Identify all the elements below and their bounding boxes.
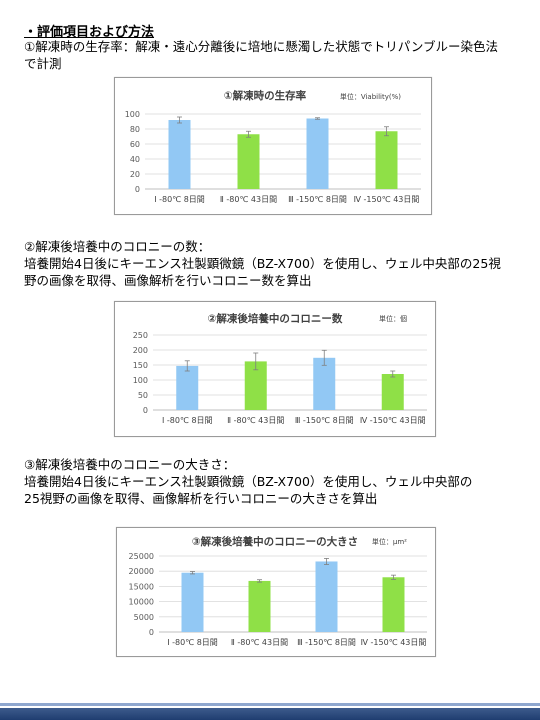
section-3-line-2: 培養開始4日後にキーエンス社製顕微鏡（BZ-X700）を使用し、ウェル中央部の xyxy=(24,474,473,489)
y-tick-label: 60 xyxy=(130,140,140,149)
x-tick-label: Ⅲ -150℃ 8日間 xyxy=(297,638,356,647)
y-tick-label: 200 xyxy=(133,346,148,355)
bar xyxy=(313,357,336,410)
y-tick-label: 15000 xyxy=(129,582,154,591)
y-tick-label: 0 xyxy=(135,185,140,194)
y-tick-label: 5000 xyxy=(134,613,154,622)
x-tick-label: Ⅲ -150℃ 8日間 xyxy=(288,195,347,204)
section-2-line-2: 培養開始4日後にキーエンス社製顕微鏡（BZ-X700）を使用し、ウェル中央部の2… xyxy=(24,256,501,271)
chart-colony-count: ②解凍後培養中のコロニー数 単位：個 0 50 100 150 200 250 Ⅰ -80℃ 8… xyxy=(133,312,427,425)
y-tick-label: 50 xyxy=(138,391,148,400)
chart-unit-label: 単位：μm² xyxy=(372,537,407,546)
y-tick-label: 20 xyxy=(130,170,140,179)
x-tick-label: Ⅰ -80℃ 8日間 xyxy=(162,416,213,425)
bar xyxy=(382,577,405,632)
y-tick-label: 100 xyxy=(133,376,148,385)
y-tick-label: 0 xyxy=(143,406,148,415)
bar xyxy=(244,361,267,410)
section-1-line-2: で計測 xyxy=(24,56,62,71)
footer-line xyxy=(0,703,540,706)
chart-frame-colony-size: ③解凍後培養中のコロニーの大きさ 単位：μm² 0 5000 10000 15000 200… xyxy=(116,527,436,657)
section-2-line-3: 野の画像を取得、画像解析を行いコロニー数を算出 xyxy=(24,273,312,288)
bar xyxy=(237,134,260,189)
y-tick-label: 150 xyxy=(133,361,148,370)
y-tick-label: 80 xyxy=(130,125,140,134)
chart-colony-size: ③解凍後培養中のコロニーの大きさ 単位：μm² 0 5000 10000 15000 200… xyxy=(129,535,427,647)
section-3-text: ③解凍後培養中のコロニーの大きさ： 培養開始4日後にキーエンス社製顕微鏡（BZ-… xyxy=(24,456,472,507)
chart-title: ③解凍後培養中のコロニーの大きさ xyxy=(192,535,358,548)
chart-frame-colony-count: ②解凍後培養中のコロニー数 単位：個 0 50 100 150 200 250 Ⅰ -80℃ 8… xyxy=(114,301,436,437)
chart-frame-viability: ①解凍時の生存率 単位：Viability(%) 0 20 40 60 80 100 Ⅰ -80… xyxy=(114,77,432,215)
y-tick-label: 250 xyxy=(133,331,148,340)
chart-title: ②解凍後培養中のコロニー数 xyxy=(208,312,343,325)
y-tick-label: 40 xyxy=(130,155,140,164)
y-tick-label: 20000 xyxy=(129,567,154,576)
x-tick-label: Ⅰ -80℃ 8日間 xyxy=(167,638,218,647)
y-tick-label: 100 xyxy=(125,110,140,119)
chart-unit-label: 単位：個 xyxy=(379,314,407,323)
section-1-line-1: ①解凍時の生存率：解凍・遠心分離後に培地に懸濁した状態でトリパンブルー染色法 xyxy=(24,39,498,54)
bar xyxy=(315,561,338,632)
y-tick-label: 25000 xyxy=(129,552,154,561)
bar xyxy=(181,572,204,632)
x-tick-label: Ⅱ -80℃ 43日間 xyxy=(220,195,277,204)
x-tick-label: Ⅲ -150℃ 8日間 xyxy=(295,416,354,425)
section-3-line-1: ③解凍後培養中のコロニーの大きさ： xyxy=(24,457,236,472)
bar xyxy=(375,131,398,189)
chart-title: ①解凍時の生存率 xyxy=(224,89,307,102)
section-3-line-3: 25視野の画像を取得、画像解析を行いコロニーの大きさを算出 xyxy=(24,491,378,506)
x-tick-label: Ⅱ -80℃ 43日間 xyxy=(227,416,284,425)
bar xyxy=(381,374,404,410)
y-tick-label: 10000 xyxy=(129,598,154,607)
footer-bar xyxy=(0,708,540,720)
x-tick-label: Ⅱ -80℃ 43日間 xyxy=(231,638,288,647)
y-tick-label: 0 xyxy=(149,628,154,637)
page-heading: ・評価項目および方法 xyxy=(24,25,155,40)
x-tick-label: Ⅰ -80℃ 8日間 xyxy=(154,195,205,204)
section-2-text: ②解凍後培養中のコロニーの数： 培養開始4日後にキーエンス社製顕微鏡（BZ-X7… xyxy=(24,238,501,289)
section-1-text: ①解凍時の生存率：解凍・遠心分離後に培地に懸濁した状態でトリパンブルー染色法 で… xyxy=(24,38,498,72)
bar xyxy=(248,580,271,632)
bar xyxy=(176,365,199,410)
bar xyxy=(168,120,191,189)
x-tick-label: Ⅳ -150℃ 43日間 xyxy=(360,416,426,425)
bar xyxy=(306,118,329,189)
chart-viability: ①解凍時の生存率 単位：Viability(%) 0 20 40 60 80 100 Ⅰ -80… xyxy=(125,89,421,204)
chart-unit-label: 単位：Viability(%) xyxy=(340,92,401,101)
x-tick-label: Ⅳ -150℃ 43日間 xyxy=(354,195,420,204)
x-tick-label: Ⅳ -150℃ 43日間 xyxy=(361,638,427,647)
section-2-line-1: ②解凍後培養中のコロニーの数： xyxy=(24,239,211,254)
